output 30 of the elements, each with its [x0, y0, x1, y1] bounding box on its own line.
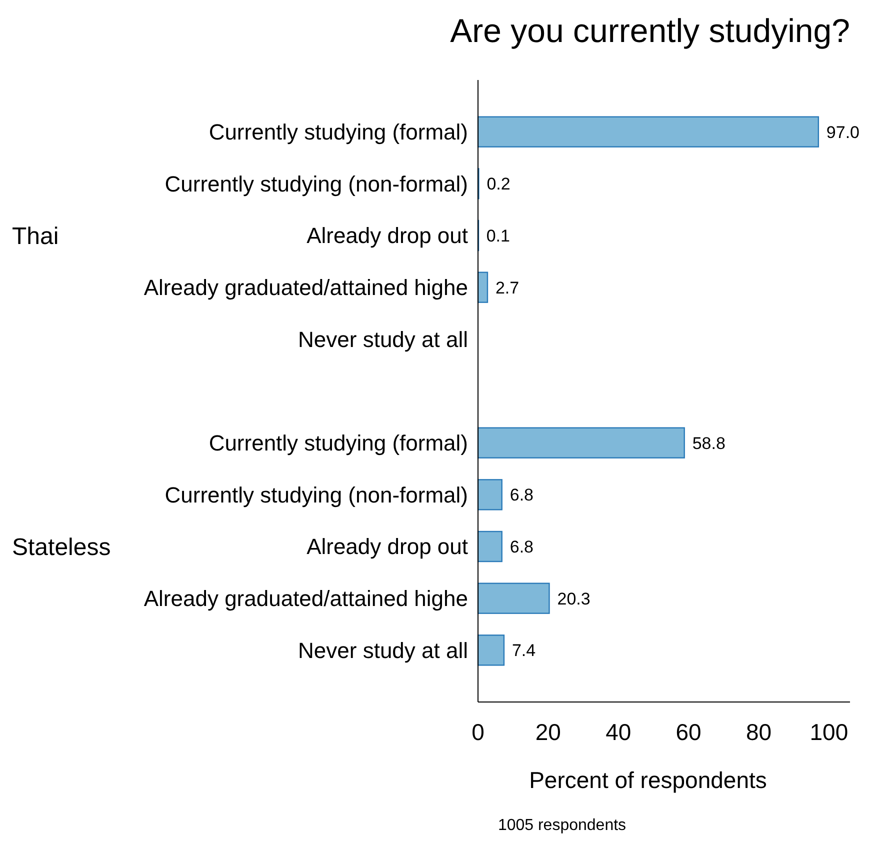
data-label: 97.0	[826, 122, 860, 142]
y-tick-label: Never study at all	[298, 638, 468, 663]
y-tick-label: Already drop out	[306, 534, 468, 560]
y-tick-label: Currently studying (non-formal)	[164, 171, 468, 196]
data-label: 20.3	[557, 589, 590, 608]
x-tick-label: 40	[606, 719, 632, 745]
y-tick-label: Already graduated/attained highe	[144, 586, 468, 612]
text: 1005 respondents	[498, 817, 626, 834]
data-label: 2.7	[495, 278, 520, 298]
x-tick-label: 0	[472, 719, 484, 745]
data-label: 0.1	[486, 226, 510, 246]
y-tick-label: Already graduated/attained highe	[144, 275, 468, 300]
data-label: 0.2	[486, 174, 510, 194]
x-tick-label: 20	[535, 719, 561, 745]
x-axis-title: Percent of respondents	[529, 767, 767, 793]
y-tick-label: Currently studying (non-formal)	[164, 482, 468, 508]
text: Stateless	[12, 534, 111, 561]
x-tick-label: 100	[810, 719, 848, 745]
y-tick-label: Currently studying (formal)	[208, 430, 468, 456]
y-tick-label: Already drop out	[306, 223, 468, 248]
text: Thai	[12, 222, 59, 250]
x-tick-label: 80	[746, 719, 772, 745]
y-tick-label: Never study at all	[298, 326, 468, 352]
data-label: 6.8	[510, 537, 534, 556]
chart-title: Are you currently studying?	[450, 12, 850, 49]
x-tick-label: 60	[676, 719, 702, 745]
data-label: 7.4	[512, 641, 536, 660]
y-tick-label: Currently studying (formal)	[208, 120, 468, 145]
data-label: 58.8	[692, 434, 726, 453]
data-label: 6.8	[510, 486, 534, 505]
